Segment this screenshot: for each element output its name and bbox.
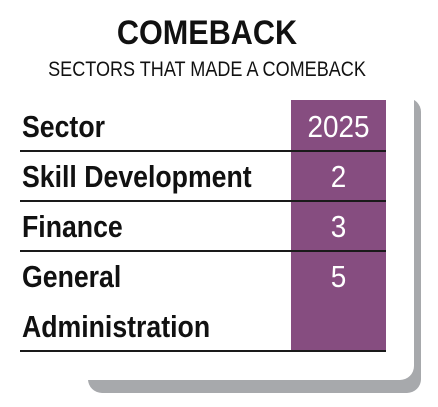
row-value-general-administration: 5 xyxy=(330,259,347,294)
row-divider xyxy=(20,200,386,202)
year-column-highlight xyxy=(291,100,386,352)
page-subtitle: SECTORS THAT MADE A COMEBACK xyxy=(48,58,366,81)
row-divider xyxy=(20,150,386,152)
header-sector-label: Sector xyxy=(22,109,105,144)
row-value-finance: 3 xyxy=(330,209,347,244)
row-label-administration: Administration xyxy=(22,309,211,344)
row-divider xyxy=(20,350,386,352)
row-label-finance: Finance xyxy=(22,209,123,244)
page-title: COMEBACK xyxy=(116,14,298,52)
row-label-general: General xyxy=(22,259,122,294)
header-year-label: 2025 xyxy=(307,109,370,144)
row-value-skill-development: 2 xyxy=(330,159,347,194)
row-divider xyxy=(20,250,386,252)
infographic-card: COMEBACK SECTORS THAT MADE A COMEBACK Se… xyxy=(20,14,386,352)
row-label-skill-development: Skill Development xyxy=(22,159,252,194)
